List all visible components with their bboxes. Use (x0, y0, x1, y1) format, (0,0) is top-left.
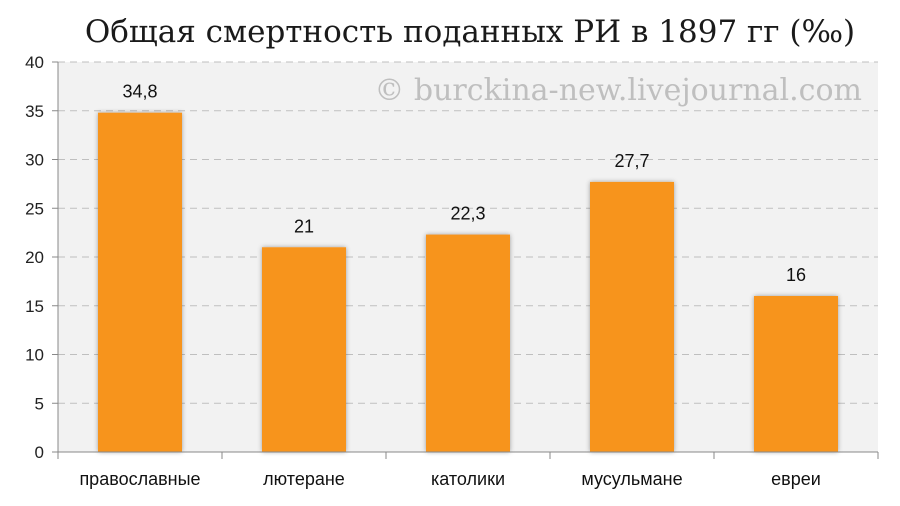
x-tick-label: православные (79, 469, 200, 489)
data-label: 16 (786, 265, 806, 285)
x-tick-label: лютеране (263, 469, 345, 489)
x-tick-label: евреи (771, 469, 821, 489)
x-axis: православные лютеране католики мусульмане ев… (57, 451, 879, 489)
x-tick-label: католики (431, 469, 505, 489)
bar (590, 181, 674, 453)
bar (262, 247, 346, 452)
data-label: 21 (294, 216, 314, 236)
data-labels: 34,8 21 22,3 27,7 16 (122, 82, 806, 285)
x-tick-label: мусульмане (581, 469, 682, 489)
y-tick-label: 20 (25, 248, 44, 267)
chart-title: Общая смертность поданных РИ в 1897 гг (… (85, 14, 855, 50)
data-label: 22,3 (450, 204, 485, 224)
bars (98, 112, 838, 453)
bar (98, 112, 182, 452)
y-tick-label: 35 (25, 102, 44, 121)
y-tick-label: 10 (25, 346, 44, 365)
y-tick-label: 15 (25, 297, 44, 316)
y-tick-label: 5 (35, 394, 44, 413)
bar (426, 234, 510, 452)
data-label: 27,7 (614, 151, 649, 171)
y-tick-label: 30 (25, 151, 44, 170)
y-tick-label: 0 (35, 443, 44, 462)
watermark: © burckina-new.livejournal.com (374, 73, 862, 108)
y-axis: 0 5 10 15 20 25 30 35 40 (25, 53, 59, 462)
y-tick-label: 40 (25, 53, 44, 72)
bar (754, 296, 838, 452)
data-label: 34,8 (122, 82, 157, 102)
y-tick-label: 25 (25, 199, 44, 218)
